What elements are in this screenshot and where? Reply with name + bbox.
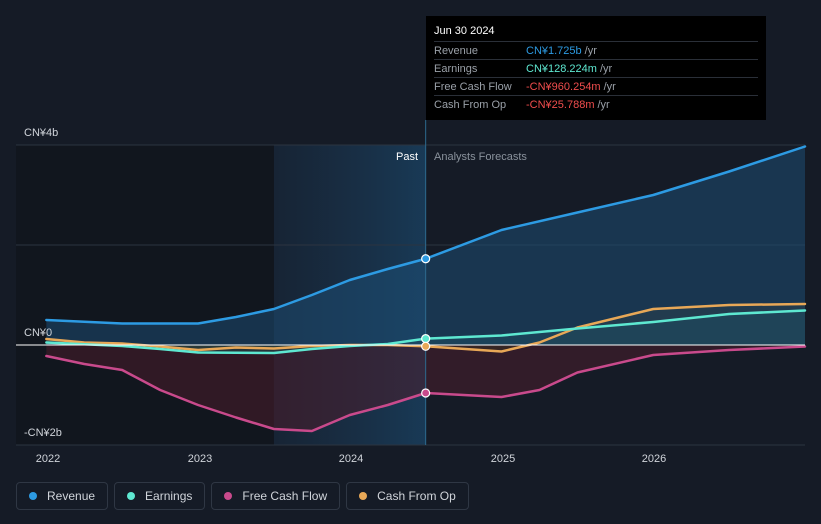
forecast-label: Analysts Forecasts bbox=[434, 151, 527, 163]
legend-dot-icon bbox=[359, 492, 368, 500]
y-tick-label-zero: CN¥0 bbox=[24, 327, 52, 339]
x-tick-label-2024: 2024 bbox=[339, 453, 363, 465]
legend-item-revenue[interactable]: Revenue bbox=[16, 482, 109, 510]
legend-item-cash-from-op[interactable]: Cash From Op bbox=[346, 482, 469, 510]
tooltip: Jun 30 2024 Revenue CN¥1.725b /yr Earnin… bbox=[426, 16, 766, 120]
marker-revenue bbox=[421, 254, 431, 264]
tooltip-label: Free Cash Flow bbox=[434, 80, 512, 93]
marker-earnings bbox=[421, 334, 431, 344]
tooltip-unit: /yr bbox=[584, 44, 597, 57]
x-tick-label-2026: 2026 bbox=[642, 453, 666, 465]
tooltip-row-earnings: Earnings CN¥128.224m /yr bbox=[434, 59, 758, 77]
tooltip-value: -CN¥960.254m bbox=[526, 80, 601, 93]
tooltip-row-cash-from-op: Cash From Op -CN¥25.788m /yr bbox=[434, 95, 758, 113]
x-tick-label-2023: 2023 bbox=[188, 453, 212, 465]
legend-label: Cash From Op bbox=[377, 489, 456, 503]
legend-item-earnings[interactable]: Earnings bbox=[114, 482, 206, 510]
legend-dot-icon bbox=[224, 492, 233, 500]
legend: Revenue Earnings Free Cash Flow Cash Fro… bbox=[16, 482, 469, 510]
y-tick-label-bottom: -CN¥2b bbox=[24, 427, 62, 439]
x-tick-label-2022: 2022 bbox=[36, 453, 60, 465]
marker-free-cash-flow bbox=[421, 388, 431, 398]
hover-markers bbox=[421, 254, 431, 398]
marker-cash-from-op bbox=[421, 341, 431, 351]
y-tick-label-top: CN¥4b bbox=[24, 127, 58, 139]
series-line-free-cash-flow bbox=[45, 345, 807, 433]
tooltip-unit: /yr bbox=[597, 98, 610, 111]
legend-label: Revenue bbox=[47, 489, 96, 503]
tooltip-date: Jun 30 2024 bbox=[434, 25, 495, 37]
tooltip-row-revenue: Revenue CN¥1.725b /yr bbox=[434, 41, 758, 59]
tooltip-unit: /yr bbox=[603, 80, 616, 93]
series-fill-revenue bbox=[46, 146, 806, 345]
tooltip-label: Cash From Op bbox=[434, 98, 507, 111]
tooltip-value: CN¥128.224m bbox=[526, 62, 597, 75]
tooltip-row-free-cash-flow: Free Cash Flow -CN¥960.254m /yr bbox=[434, 77, 758, 95]
tooltip-label: Earnings bbox=[434, 62, 478, 75]
legend-label: Earnings bbox=[145, 489, 193, 503]
axis-labels: CN¥4b CN¥0 -CN¥2b Past Analysts Forecast… bbox=[24, 127, 666, 465]
series-line-revenue bbox=[45, 145, 807, 325]
legend-item-free-cash-flow[interactable]: Free Cash Flow bbox=[211, 482, 341, 510]
legend-dot-icon bbox=[127, 492, 136, 500]
legend-label: Free Cash Flow bbox=[242, 489, 328, 503]
tooltip-unit: /yr bbox=[599, 62, 613, 75]
legend-dot-icon bbox=[29, 492, 37, 500]
past-label: Past bbox=[396, 151, 418, 163]
tooltip-label: Revenue bbox=[434, 44, 479, 57]
tooltip-value: -CN¥25.788m bbox=[526, 98, 595, 111]
x-tick-label-2025: 2025 bbox=[491, 453, 515, 465]
tooltip-value: CN¥1.725b bbox=[526, 44, 582, 57]
